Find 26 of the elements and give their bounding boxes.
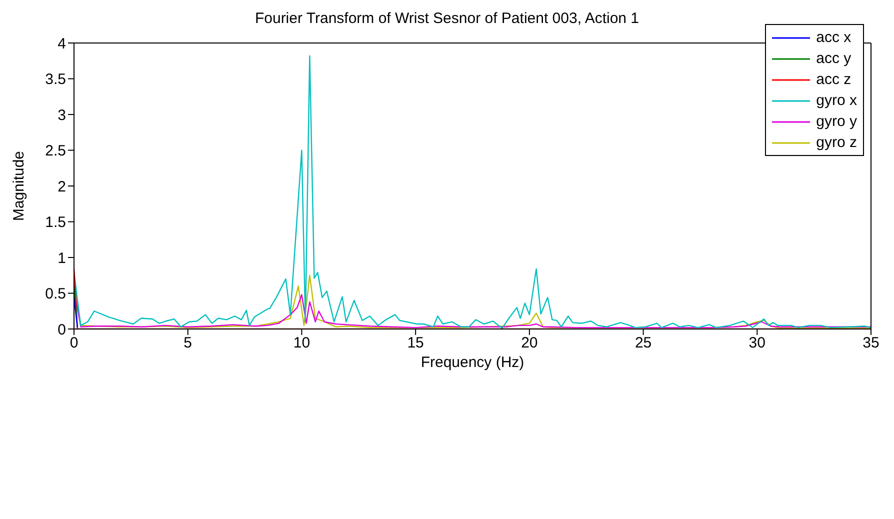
y-tick-label: 2.5 bbox=[45, 142, 66, 160]
x-axis-title: Frequency (Hz) bbox=[420, 354, 524, 371]
y-tick-label: 0 bbox=[58, 321, 66, 338]
x-tick-label: 0 bbox=[70, 334, 78, 352]
x-tick-label: 25 bbox=[634, 334, 652, 352]
y-tick-label: 1.5 bbox=[45, 214, 66, 232]
x-tick-label: 10 bbox=[293, 334, 310, 352]
legend-label: gyro y bbox=[816, 113, 857, 130]
legend-label: acc y bbox=[816, 50, 852, 67]
legend-label: acc z bbox=[816, 71, 852, 88]
y-tick-label: 2 bbox=[58, 178, 66, 196]
x-tick-label: 5 bbox=[184, 334, 192, 352]
y-tick-label: 1 bbox=[58, 250, 66, 267]
y-tick-label: 4 bbox=[58, 35, 66, 52]
y-tick-label: 0.5 bbox=[45, 286, 66, 303]
y-tick-label: 3 bbox=[58, 106, 66, 124]
x-tick-label: 20 bbox=[521, 334, 538, 352]
x-tick-label: 15 bbox=[407, 334, 424, 352]
x-tick-label: 30 bbox=[748, 334, 766, 352]
legend-label: acc x bbox=[816, 29, 852, 46]
legend-label: gyro z bbox=[816, 134, 857, 151]
chart-title: Fourier Transform of Wrist Sesnor of Patient 003, Action 1 bbox=[254, 10, 640, 27]
y-tick-label: 3.5 bbox=[45, 71, 66, 88]
legend-label: gyro x bbox=[816, 92, 857, 109]
y-axis-title: Magnitude bbox=[10, 150, 28, 222]
x-tick-label: 35 bbox=[862, 334, 880, 352]
